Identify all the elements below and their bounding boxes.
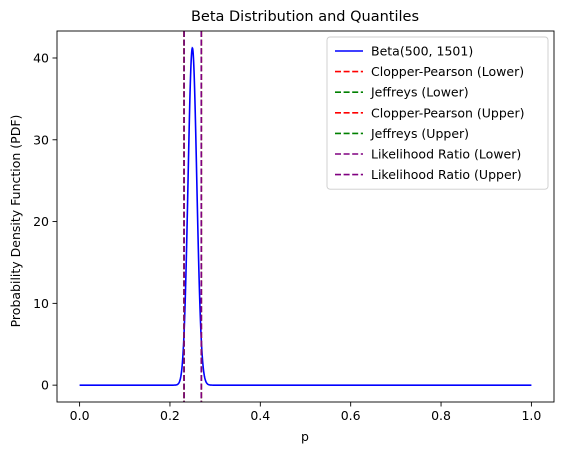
beta-curve [79, 46, 532, 386]
x-tick-label-2: 0.4 [250, 408, 270, 423]
legend: Beta(500, 1501) Clopper-Pearson (Lower) Je… [326, 36, 549, 190]
x-tick-label-5: 1.0 [521, 408, 541, 423]
legend-box [326, 36, 549, 190]
y-tick-label-4: 40 [33, 50, 49, 65]
x-tick-label-3: 0.6 [341, 408, 361, 423]
chart-title: Beta Distribution and Quantiles [191, 9, 419, 25]
legend-label-3: Clopper-Pearson (Upper) [371, 105, 525, 120]
legend-label-4: Jeffreys (Upper) [370, 126, 469, 141]
plot-layer: 0.0 0.2 0.4 0.6 0.8 1.0 0 10 20 30 40 Beta(500, 150… [33, 30, 555, 423]
legend-label-6: Likelihood Ratio (Upper) [371, 167, 522, 182]
x-tick-label-1: 0.2 [160, 408, 180, 423]
y-tick-label-0: 0 [41, 378, 49, 393]
x-tick-label-4: 0.8 [431, 408, 451, 423]
legend-label-1: Clopper-Pearson (Lower) [371, 64, 524, 79]
legend-label-0: Beta(500, 1501) [371, 44, 473, 59]
x-axis-title: p [301, 429, 309, 444]
y-axis-title: Probability Density Function (PDF) [8, 115, 23, 328]
legend-label-2: Jeffreys (Lower) [370, 85, 469, 100]
x-tick-label-0: 0.0 [70, 408, 90, 423]
y-tick-label-3: 30 [33, 132, 49, 147]
y-tick-label-1: 10 [33, 296, 49, 311]
legend-label-5: Likelihood Ratio (Lower) [371, 147, 521, 162]
plot-frame [56, 30, 555, 403]
y-tick-label-2: 20 [33, 214, 49, 229]
